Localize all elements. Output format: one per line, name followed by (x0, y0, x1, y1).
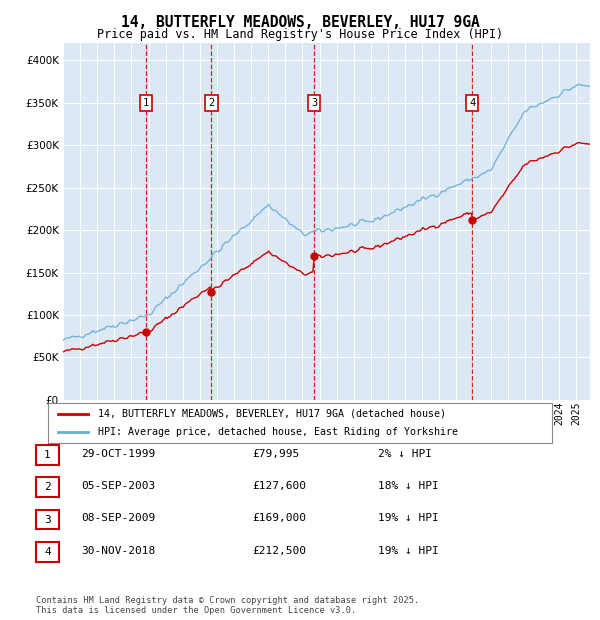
Text: 3: 3 (311, 98, 317, 108)
Text: 19% ↓ HPI: 19% ↓ HPI (378, 546, 439, 556)
Text: Price paid vs. HM Land Registry's House Price Index (HPI): Price paid vs. HM Land Registry's House … (97, 28, 503, 40)
Text: 1: 1 (44, 450, 51, 460)
Text: £127,600: £127,600 (252, 481, 306, 491)
Text: 14, BUTTERFLY MEADOWS, BEVERLEY, HU17 9GA: 14, BUTTERFLY MEADOWS, BEVERLEY, HU17 9G… (121, 15, 479, 30)
Text: 4: 4 (469, 98, 475, 108)
Text: 29-OCT-1999: 29-OCT-1999 (81, 449, 155, 459)
Text: 14, BUTTERFLY MEADOWS, BEVERLEY, HU17 9GA (detached house): 14, BUTTERFLY MEADOWS, BEVERLEY, HU17 9G… (98, 409, 446, 419)
Text: 2: 2 (44, 482, 51, 492)
Text: 19% ↓ HPI: 19% ↓ HPI (378, 513, 439, 523)
Text: £79,995: £79,995 (252, 449, 299, 459)
Text: 2: 2 (208, 98, 215, 108)
Text: Contains HM Land Registry data © Crown copyright and database right 2025.
This d: Contains HM Land Registry data © Crown c… (36, 596, 419, 615)
Text: 4: 4 (44, 547, 51, 557)
Text: HPI: Average price, detached house, East Riding of Yorkshire: HPI: Average price, detached house, East… (98, 427, 458, 438)
Text: 18% ↓ HPI: 18% ↓ HPI (378, 481, 439, 491)
Text: £169,000: £169,000 (252, 513, 306, 523)
Text: 2% ↓ HPI: 2% ↓ HPI (378, 449, 432, 459)
Text: 30-NOV-2018: 30-NOV-2018 (81, 546, 155, 556)
Text: 1: 1 (142, 98, 149, 108)
Text: 05-SEP-2003: 05-SEP-2003 (81, 481, 155, 491)
Text: 08-SEP-2009: 08-SEP-2009 (81, 513, 155, 523)
Text: £212,500: £212,500 (252, 546, 306, 556)
Text: 3: 3 (44, 515, 51, 525)
